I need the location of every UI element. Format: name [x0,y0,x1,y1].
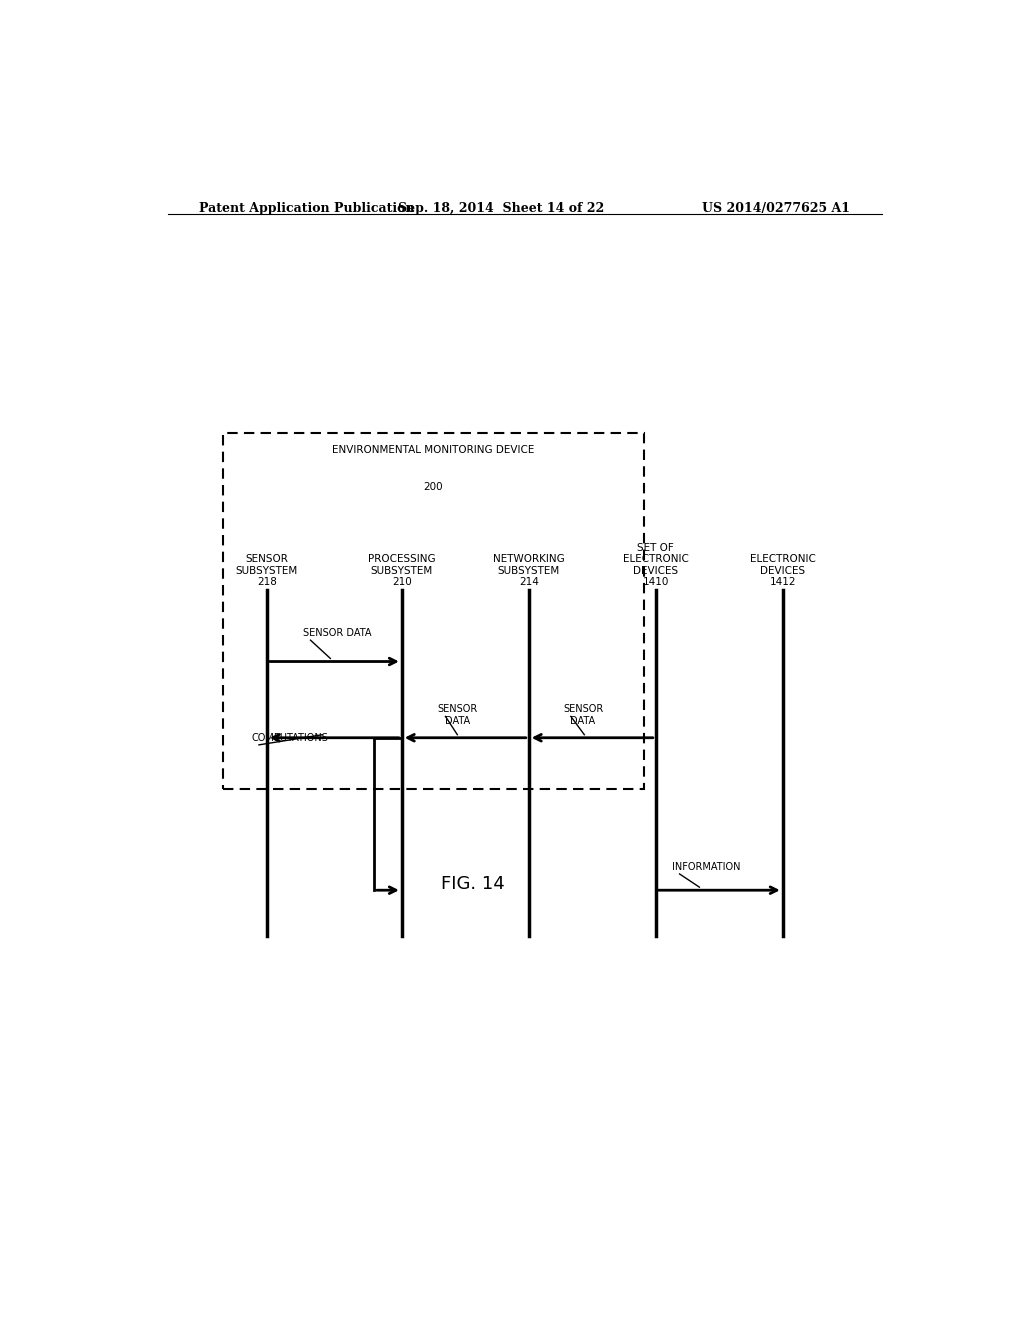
Text: PROCESSING
SUBSYSTEM
210: PROCESSING SUBSYSTEM 210 [368,554,435,587]
Text: NETWORKING
SUBSYSTEM
214: NETWORKING SUBSYSTEM 214 [493,554,564,587]
Text: SENSOR
DATA: SENSOR DATA [563,704,603,726]
Text: 200: 200 [424,482,443,491]
Text: ELECTRONIC
DEVICES
1412: ELECTRONIC DEVICES 1412 [750,554,816,587]
Text: Patent Application Publication: Patent Application Publication [200,202,415,215]
Text: INFORMATION: INFORMATION [672,862,740,871]
Text: SENSOR
DATA: SENSOR DATA [437,704,478,726]
Text: ENVIRONMENTAL MONITORING DEVICE: ENVIRONMENTAL MONITORING DEVICE [333,445,535,455]
Text: US 2014/0277625 A1: US 2014/0277625 A1 [702,202,850,215]
Text: COMPUTATIONS: COMPUTATIONS [251,733,328,743]
Text: SENSOR
SUBSYSTEM
218: SENSOR SUBSYSTEM 218 [236,554,298,587]
Text: SENSOR DATA: SENSOR DATA [303,628,371,638]
Bar [223,433,644,788]
Text: Sep. 18, 2014  Sheet 14 of 22: Sep. 18, 2014 Sheet 14 of 22 [398,202,604,215]
Text: SET OF
ELECTRONIC
DEVICES
1410: SET OF ELECTRONIC DEVICES 1410 [623,543,689,587]
Text: FIG. 14: FIG. 14 [441,875,505,892]
